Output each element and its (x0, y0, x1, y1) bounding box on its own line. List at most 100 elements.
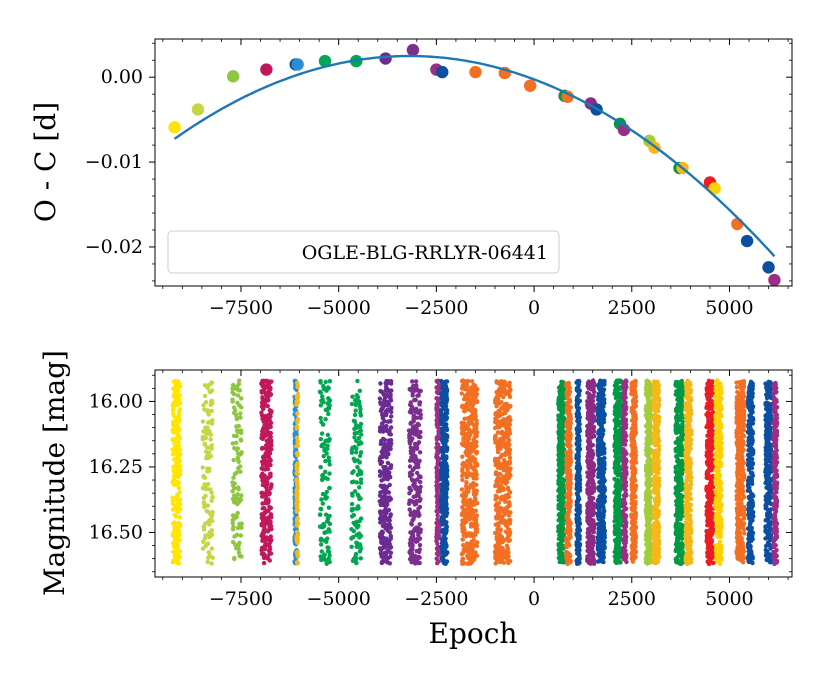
lightcurve-point (269, 538, 274, 543)
lightcurve-point (388, 514, 393, 519)
lightcurve-point (575, 440, 580, 446)
lightcurve-point (384, 409, 389, 415)
lightcurve-point (494, 460, 500, 465)
lightcurve-point (239, 493, 244, 498)
lightcurve-point (320, 554, 325, 560)
lightcurve-point (205, 503, 210, 508)
lightcurve-point (442, 548, 448, 553)
lightcurve-point (237, 499, 242, 504)
lightcurve-point (174, 514, 179, 519)
lightcurve-point (177, 447, 183, 453)
lightcurve-point (416, 393, 421, 398)
lightcurve-point (493, 483, 498, 489)
lightcurve-point (506, 560, 511, 566)
lightcurve-point (318, 542, 324, 547)
oc-points (168, 43, 781, 286)
lightcurve-point (596, 542, 601, 547)
lightcurve-point (416, 440, 421, 445)
lightcurve-point (294, 471, 299, 476)
lightcurve-point (597, 510, 602, 515)
lightcurve-point (469, 408, 474, 414)
lightcurve-point (560, 424, 565, 430)
lightcurve-point (379, 554, 384, 559)
lightcurve-point (417, 522, 422, 527)
lightcurve-point (171, 530, 176, 535)
lightcurve-point (262, 552, 267, 557)
lightcurve-point (383, 450, 389, 455)
lightcurve-point (355, 492, 360, 497)
lightcurve-point (474, 527, 479, 532)
lightcurve-point (209, 498, 214, 503)
lightcurve-point (442, 532, 447, 538)
lightcurve-point (236, 388, 241, 393)
lightcurve-point (499, 423, 504, 428)
lightcurve-point (263, 538, 269, 543)
lightcurve-point (295, 380, 300, 386)
lightcurve-point (294, 400, 299, 406)
lightcurve-point (322, 448, 327, 453)
lightcurve-point (387, 541, 392, 547)
lightcurve-point (559, 500, 564, 506)
lightcurve-point (327, 462, 332, 467)
lightcurve-point (474, 388, 479, 393)
lightcurve-point (564, 543, 569, 548)
lightcurve-point (266, 497, 271, 502)
lightcurve-point (324, 489, 329, 495)
lightcurve-point (564, 442, 569, 447)
lightcurve-point (460, 556, 465, 561)
lightcurve-point (262, 467, 268, 472)
lightcurve-point (325, 549, 331, 554)
lightcurve-point (318, 464, 323, 470)
lightcurve-point (379, 425, 384, 430)
lightcurve-point (171, 386, 176, 391)
lightcurve-point (231, 457, 236, 463)
lightcurve-point (500, 494, 505, 500)
lightcurve-point (592, 434, 597, 439)
lightcurve-point (464, 480, 469, 485)
lightcurve-point (472, 557, 477, 562)
lightcurve-point (601, 461, 606, 466)
lightcurve-point (353, 557, 358, 562)
lightcurve-point (318, 507, 324, 512)
lightcurve-point (349, 507, 355, 512)
lightcurve-points (170, 378, 780, 567)
lightcurve-point (408, 537, 413, 542)
lightcurve-point (201, 495, 206, 501)
lightcurve-point (574, 544, 580, 549)
lightcurve-point (268, 462, 273, 468)
lightcurve-point (260, 471, 265, 476)
lightcurve-point (417, 400, 422, 405)
lightcurve-point (462, 416, 467, 421)
lightcurve-point (236, 458, 241, 463)
lightcurve-point (172, 395, 178, 400)
lightcurve-point (409, 551, 415, 556)
lightcurve-point (460, 537, 465, 542)
lightcurve-point (294, 535, 300, 541)
lightcurve-point (591, 388, 596, 394)
lightcurve-point (268, 534, 273, 539)
lightcurve-point (235, 429, 240, 434)
lightcurve-point (357, 485, 362, 490)
lightcurve-point (596, 535, 601, 541)
lightcurve-point (200, 465, 205, 470)
lightcurve-point (381, 542, 387, 547)
lightcurve-point (326, 505, 332, 510)
lightcurve-point (327, 485, 332, 491)
lightcurve-point (408, 421, 414, 426)
lightcurve-point (234, 440, 239, 445)
lightcurve-point (493, 497, 498, 502)
lightcurve-point (267, 524, 272, 529)
lightcurve-point (575, 471, 580, 476)
lightcurve-point (209, 398, 214, 403)
lightcurve-point (232, 556, 237, 562)
lightcurve-point (412, 465, 418, 470)
lightcurve-point (206, 420, 211, 425)
lightcurve-point (264, 485, 269, 490)
oc-point (168, 121, 181, 134)
lightcurve-point (601, 537, 606, 542)
lightcurve-point (353, 402, 358, 408)
lightcurve-point (462, 527, 467, 533)
lightcurve-point (585, 470, 590, 475)
lightcurve-point (587, 507, 592, 512)
y-tick-label: −0.02 (85, 236, 143, 258)
